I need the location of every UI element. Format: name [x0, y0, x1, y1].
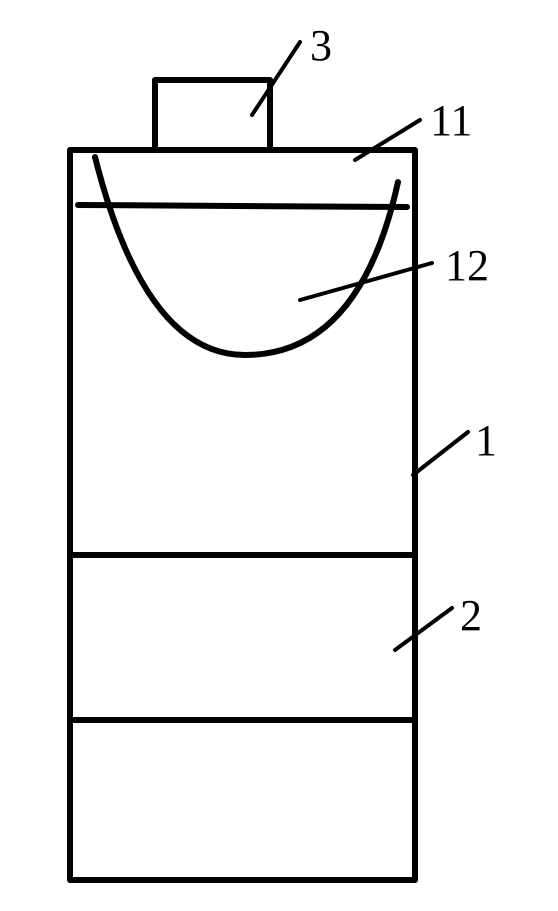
technical-diagram: 3111212 [0, 0, 558, 911]
label-11: 11 [430, 96, 472, 145]
label-12: 12 [445, 241, 489, 290]
lead-lead_2 [395, 608, 452, 650]
outer-body-rect [70, 150, 415, 880]
callout-labels: 3111212 [310, 21, 497, 640]
label-1: 1 [475, 416, 497, 465]
lead-lead_1 [413, 432, 468, 475]
lead-lead_11 [355, 120, 420, 160]
diagram-shapes [70, 80, 415, 880]
cavity-curve [95, 157, 398, 355]
inner-top-line [78, 205, 407, 207]
label-2: 2 [460, 591, 482, 640]
label-3: 3 [310, 21, 332, 70]
